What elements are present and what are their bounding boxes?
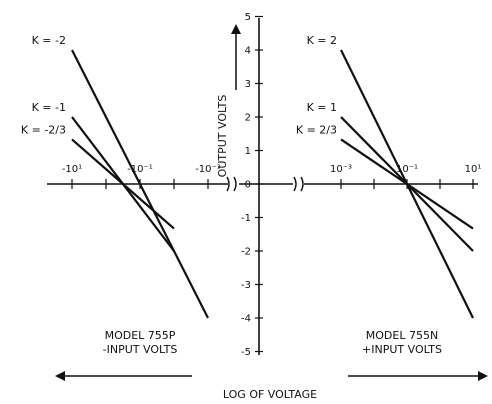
y-tick-label: -5 <box>241 347 251 358</box>
x-tick-label-right: 10⁻¹ <box>396 164 418 175</box>
x-tick-label-left: -10⁻³ <box>195 164 221 175</box>
series-line <box>71 138 175 230</box>
x-tick-label-right: 10¹ <box>465 164 482 175</box>
right-model-label: MODEL 755N <box>366 329 438 342</box>
y-tick-label: -2 <box>241 247 251 258</box>
y-axis-label: OUTPUT VOLTS <box>216 95 229 178</box>
series-label: K = 2 <box>307 34 337 47</box>
x-tick-label-right: 10⁻³ <box>330 164 352 175</box>
x-tick-label-left: -10⁻¹ <box>127 164 153 175</box>
y-tick-label: 0 <box>245 180 251 191</box>
left-input-label: -INPUT VOLTS <box>103 343 178 356</box>
y-tick-label: 4 <box>245 46 251 57</box>
axis-break-right <box>293 176 304 192</box>
series-label: K = 1 <box>307 101 337 114</box>
series-line <box>71 49 209 319</box>
y-tick-label: -3 <box>241 280 251 291</box>
series-label: K = 2/3 <box>296 123 337 136</box>
series-label: K = -2 <box>32 34 66 47</box>
axis-break-left <box>226 176 237 192</box>
x-tick-label-left: -10¹ <box>62 164 82 175</box>
right-input-label: +INPUT VOLTS <box>362 343 442 356</box>
y-tick-label: 5 <box>245 12 251 23</box>
x-axis-label: LOG OF VOLTAGE <box>223 388 317 401</box>
series-label: K = -1 <box>32 101 66 114</box>
y-tick-label: -1 <box>241 213 251 224</box>
y-tick-label: -4 <box>241 314 251 325</box>
y-tick-label: 3 <box>245 79 251 90</box>
y-tick-label: 1 <box>245 146 251 157</box>
series-label: K = -2/3 <box>21 123 66 136</box>
left-model-label: MODEL 755P <box>105 329 176 342</box>
y-tick-label: 2 <box>245 113 251 124</box>
series-line <box>340 138 474 230</box>
